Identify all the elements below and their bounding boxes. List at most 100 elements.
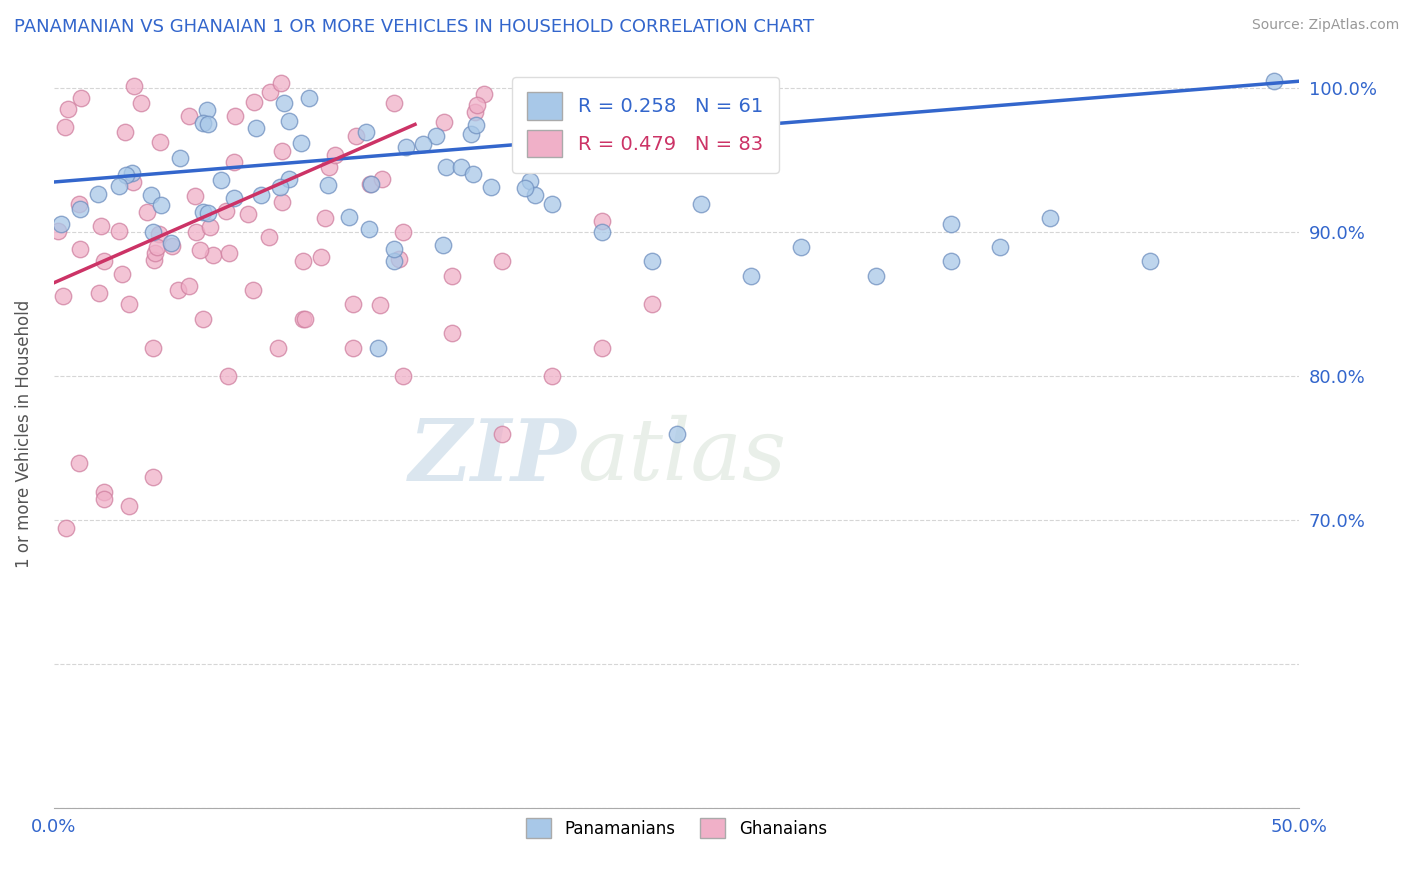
Point	[939, 217, 962, 231]
Point	[114, 125, 136, 139]
Point	[291, 254, 314, 268]
Point	[142, 226, 165, 240]
Point	[184, 225, 207, 239]
Point	[197, 205, 219, 219]
Point	[224, 155, 246, 169]
Point	[291, 311, 314, 326]
Point	[222, 191, 245, 205]
Point	[177, 278, 200, 293]
Point	[464, 104, 486, 119]
Point	[472, 87, 495, 102]
Point	[740, 268, 762, 283]
Point	[323, 148, 346, 162]
Point	[412, 137, 434, 152]
Point	[640, 254, 662, 268]
Point	[115, 168, 138, 182]
Point	[198, 220, 221, 235]
Point	[360, 178, 382, 192]
Point	[432, 237, 454, 252]
Point	[523, 188, 546, 202]
Point	[242, 95, 264, 109]
Point	[121, 166, 143, 180]
Point	[382, 242, 405, 256]
Point	[122, 175, 145, 189]
Point	[356, 125, 378, 139]
Point	[367, 341, 389, 355]
Point	[188, 243, 211, 257]
Point	[55, 521, 77, 535]
Point	[270, 76, 292, 90]
Point	[270, 194, 292, 209]
Point	[441, 268, 464, 283]
Point	[865, 268, 887, 283]
Point	[136, 204, 159, 219]
Point	[316, 178, 339, 193]
Point	[465, 118, 488, 132]
Text: Source: ZipAtlas.com: Source: ZipAtlas.com	[1251, 18, 1399, 32]
Point	[460, 127, 482, 141]
Point	[465, 98, 488, 112]
Point	[160, 236, 183, 251]
Point	[1263, 74, 1285, 88]
Point	[541, 369, 564, 384]
Point	[93, 484, 115, 499]
Point	[665, 427, 688, 442]
Point	[67, 456, 90, 470]
Point	[519, 174, 541, 188]
Point	[337, 211, 360, 225]
Point	[86, 187, 108, 202]
Point	[640, 297, 662, 311]
Point	[259, 85, 281, 99]
Point	[209, 172, 232, 186]
Point	[67, 196, 90, 211]
Y-axis label: 1 or more Vehicles in Household: 1 or more Vehicles in Household	[15, 300, 32, 568]
Point	[267, 341, 290, 355]
Text: atlas: atlas	[576, 415, 786, 498]
Point	[270, 145, 292, 159]
Point	[391, 226, 413, 240]
Point	[368, 298, 391, 312]
Point	[388, 252, 411, 267]
Point	[110, 267, 132, 281]
Point	[382, 254, 405, 268]
Point	[344, 128, 367, 143]
Text: ZIP: ZIP	[409, 415, 576, 499]
Point	[359, 178, 381, 192]
Point	[58, 102, 80, 116]
Point	[217, 369, 239, 384]
Point	[433, 115, 456, 129]
Point	[52, 289, 75, 303]
Point	[541, 196, 564, 211]
Point	[342, 341, 364, 355]
Point	[450, 160, 472, 174]
Point	[939, 254, 962, 268]
Point	[314, 211, 336, 225]
Point	[162, 238, 184, 252]
Point	[491, 254, 513, 268]
Point	[224, 109, 246, 123]
Point	[93, 491, 115, 506]
Point	[1039, 211, 1062, 225]
Point	[988, 240, 1011, 254]
Point	[108, 224, 131, 238]
Point	[167, 283, 190, 297]
Point	[425, 128, 447, 143]
Point	[149, 135, 172, 149]
Point	[441, 326, 464, 341]
Point	[238, 207, 260, 221]
Point	[513, 181, 536, 195]
Point	[250, 187, 273, 202]
Point	[51, 217, 73, 231]
Point	[143, 246, 166, 260]
Point	[117, 499, 139, 513]
Point	[395, 140, 418, 154]
Point	[491, 427, 513, 442]
Point	[357, 221, 380, 235]
Point	[46, 224, 69, 238]
Text: PANAMANIAN VS GHANAIAN 1 OR MORE VEHICLES IN HOUSEHOLD CORRELATION CHART: PANAMANIAN VS GHANAIAN 1 OR MORE VEHICLE…	[14, 18, 814, 36]
Point	[479, 179, 502, 194]
Point	[382, 95, 405, 110]
Point	[591, 214, 613, 228]
Point	[434, 160, 457, 174]
Point	[591, 341, 613, 355]
